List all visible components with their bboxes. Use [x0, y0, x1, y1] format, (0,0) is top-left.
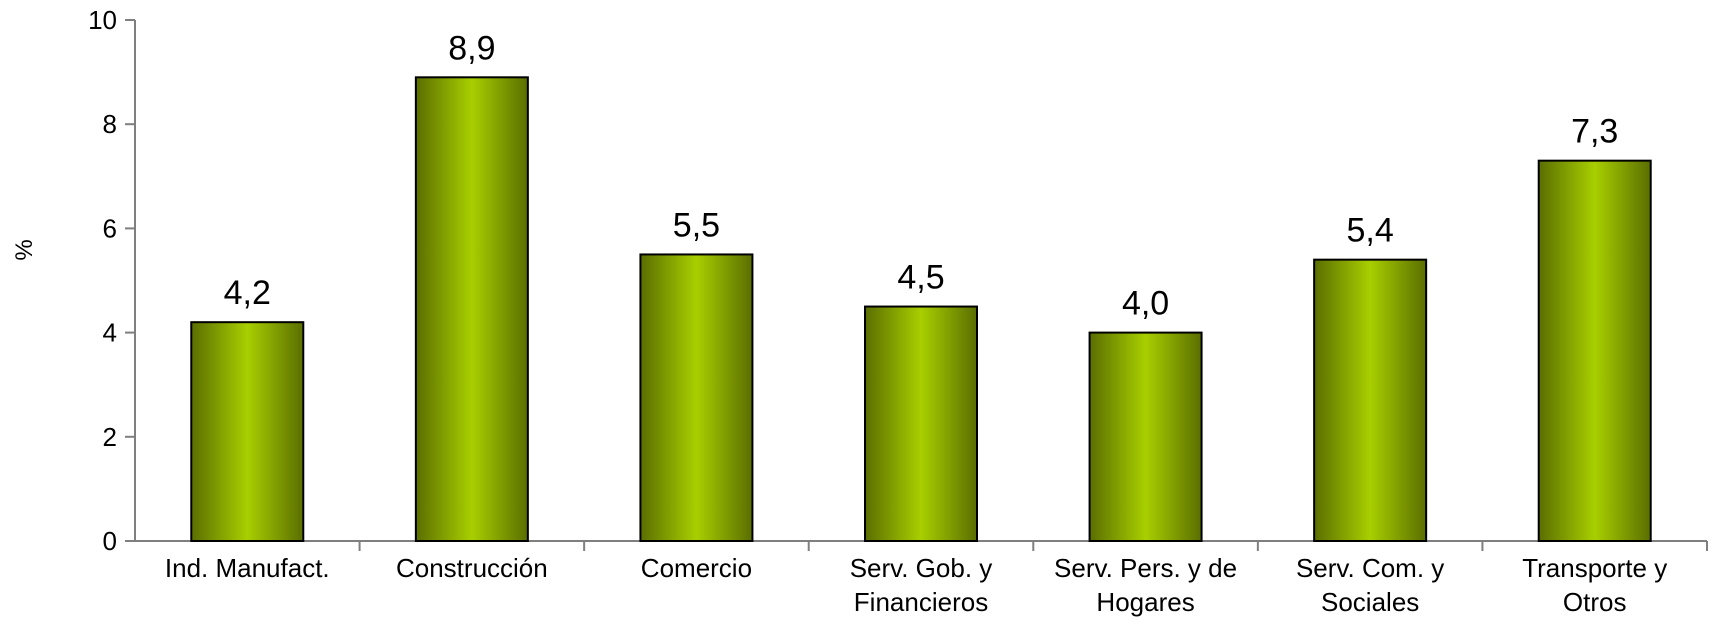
bar-7 — [1537, 159, 1652, 542]
bar-3 — [639, 253, 754, 542]
data-label: 7,3 — [1571, 113, 1618, 151]
y-tick-label: 10 — [88, 5, 117, 35]
x-category-label: Comercio — [641, 553, 752, 583]
x-category-label: Ind. Manufact. — [165, 553, 330, 583]
y-tick-label: 4 — [103, 318, 117, 348]
data-label: 8,9 — [448, 29, 495, 67]
data-label: 5,4 — [1347, 212, 1394, 250]
bar-6 — [1313, 258, 1428, 542]
x-category-label: Serv. Com. y Sociales — [1296, 553, 1444, 617]
x-category-label: Transporte y Otros — [1522, 553, 1667, 617]
x-category-label: Construcción — [396, 553, 548, 583]
data-label: 4,0 — [1122, 285, 1169, 323]
bar-4 — [864, 305, 978, 542]
x-category-label: Serv. Gob. y Financieros — [850, 553, 993, 617]
bar-5 — [1088, 331, 1203, 542]
bar-2 — [414, 76, 529, 542]
y-axis-title: % — [11, 239, 38, 260]
y-tick-label: 0 — [103, 526, 117, 556]
data-label: 4,5 — [897, 259, 944, 297]
data-label: 4,2 — [224, 274, 271, 312]
y-tick-label: 6 — [103, 213, 117, 243]
bar-1 — [190, 321, 305, 542]
y-tick-label: 2 — [103, 422, 117, 452]
plot-area: 0 2 4 6 8 10 4,2 Ind. Manufact. 8,9 Construcción 5… — [88, 5, 1708, 617]
y-tick-label: 8 — [103, 109, 117, 139]
x-category-label: Serv. Pers. y de Hogares — [1054, 553, 1237, 617]
data-label: 5,5 — [673, 206, 720, 244]
